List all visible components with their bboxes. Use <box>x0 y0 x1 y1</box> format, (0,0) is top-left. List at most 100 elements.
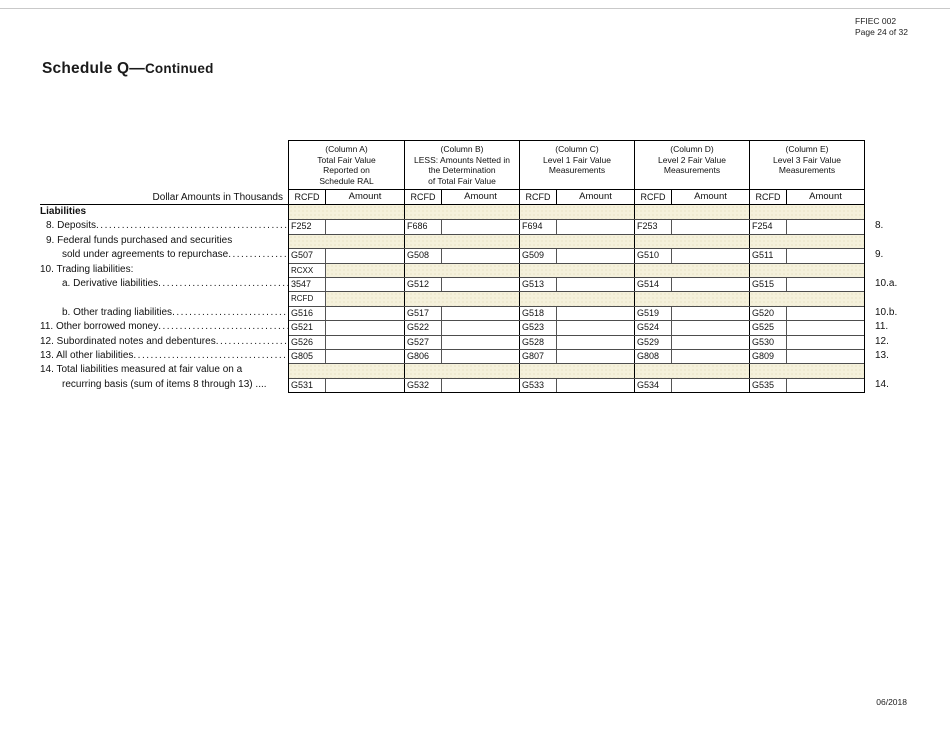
column-title-line: Schedule RAL <box>319 175 374 186</box>
amount-input[interactable] <box>326 321 404 334</box>
amount-input[interactable] <box>672 336 749 349</box>
page-top-rule <box>0 8 950 9</box>
data-cell: G508 <box>404 249 519 263</box>
amount-input[interactable] <box>787 249 864 262</box>
mdrm-code: G519 <box>635 306 672 321</box>
column-title-line: (Column D) <box>670 144 714 154</box>
shaded-cell <box>634 205 749 220</box>
amount-input[interactable] <box>557 307 634 320</box>
data-cell: F253 <box>634 220 749 234</box>
column-title-line: Level 2 Fair Value <box>658 154 726 165</box>
amount-input[interactable] <box>442 336 519 349</box>
schedule-name: Schedule Q— <box>42 60 145 77</box>
amount-input[interactable] <box>672 249 749 262</box>
column-title-line: (Column C) <box>555 144 599 154</box>
amount-input[interactable] <box>326 278 404 291</box>
row-label: a. Derivative liabilities...............… <box>40 277 288 291</box>
amount-header: Amount <box>694 191 727 202</box>
column-title-line: LESS: Amounts Netted in <box>414 154 510 165</box>
data-cell: G522 <box>404 321 519 335</box>
amount-input[interactable] <box>557 350 634 363</box>
amount-input[interactable] <box>787 321 864 334</box>
amount-input[interactable] <box>326 379 404 392</box>
row-label: 8. Deposits.............................… <box>40 219 288 233</box>
amount-input[interactable] <box>672 379 749 392</box>
table-row-codeband-4: RCXX <box>289 262 864 277</box>
shaded-cell <box>519 234 634 249</box>
column-title-line: Reported on <box>323 165 370 175</box>
amount-input[interactable] <box>557 379 634 392</box>
amount-input[interactable] <box>442 307 519 320</box>
shaded-amount <box>326 292 404 306</box>
column-headers: (Column A) Total Fair Value Reported on Sch… <box>288 140 865 205</box>
column-title-line: of Total Fair Value <box>428 175 496 186</box>
amount-input[interactable] <box>442 350 519 363</box>
column-header-c: (Column C) Level 1 Fair Value Measurements… <box>519 141 634 204</box>
data-cell: G532 <box>404 378 519 393</box>
mdrm-code: G524 <box>635 321 672 335</box>
column-title-line: Measurements <box>778 165 836 175</box>
amount-input[interactable] <box>672 220 749 233</box>
row-label-text: sold under agreements to repurchase <box>62 249 229 261</box>
amount-input[interactable] <box>787 307 864 320</box>
amount-input[interactable] <box>326 336 404 349</box>
column-subheader: RCFD Amount <box>289 189 404 204</box>
amount-input[interactable] <box>442 379 519 392</box>
amount-input[interactable] <box>672 307 749 320</box>
mdrm-code: G534 <box>635 378 672 393</box>
row-label-text: 10. Trading liabilities: <box>40 263 134 275</box>
amount-input[interactable] <box>787 336 864 349</box>
form-code: FFIEC 002 <box>855 16 897 26</box>
shaded-cell <box>404 205 519 220</box>
code-band-cell: RCXX <box>289 263 404 277</box>
code-band-cell: RCFD <box>289 292 404 306</box>
row-label: 10. Trading liabilities: <box>40 263 288 277</box>
amount-input[interactable] <box>672 321 749 334</box>
mdrm-code: F686 <box>405 220 442 234</box>
amount-input[interactable] <box>326 350 404 363</box>
row-label: 11. Other borrowed money ...............… <box>40 320 288 334</box>
mdrm-code: G526 <box>289 335 326 349</box>
row-label-text: 13. All other liabilities <box>40 350 134 361</box>
shaded-cell <box>519 205 634 220</box>
amount-input[interactable] <box>672 278 749 291</box>
amount-input[interactable] <box>787 350 864 363</box>
amount-input[interactable] <box>557 220 634 233</box>
row-label: 9. Federal funds purchased and securitie… <box>40 234 288 248</box>
item-number: 10.b. <box>875 306 898 318</box>
amount-input[interactable] <box>326 307 404 320</box>
amount-input[interactable] <box>787 278 864 291</box>
data-cell: G513 <box>519 277 634 292</box>
amount-input[interactable] <box>442 220 519 233</box>
page-number: Page 24 of 32 <box>855 27 908 37</box>
amount-input[interactable] <box>557 278 634 291</box>
dot-leader: ........................................… <box>228 249 288 261</box>
data-cell: G517 <box>404 306 519 321</box>
row-label-text: a. Derivative liabilities <box>62 278 159 289</box>
mdrm-code: G809 <box>750 349 787 364</box>
amount-input[interactable] <box>326 220 404 233</box>
reporting-basis-code: RCXX <box>289 263 326 277</box>
column-title-line: (Column E) <box>785 144 829 154</box>
dollar-amounts-note: Dollar Amounts in Thousands <box>40 190 288 205</box>
amount-input[interactable] <box>787 220 864 233</box>
mdrm-code: G535 <box>750 378 787 393</box>
data-cell: G526 <box>289 335 404 349</box>
data-cell: G514 <box>634 277 749 292</box>
column-title: (Column E) Level 3 Fair Value Measurements <box>750 141 864 189</box>
amount-input[interactable] <box>787 379 864 392</box>
amount-input[interactable] <box>557 249 634 262</box>
amount-input[interactable] <box>326 249 404 262</box>
amount-input[interactable] <box>442 321 519 334</box>
amount-input[interactable] <box>557 321 634 334</box>
amount-input[interactable] <box>557 336 634 349</box>
table-row-band-11 <box>289 363 864 378</box>
amount-input[interactable] <box>672 350 749 363</box>
mdrm-code: G529 <box>635 335 672 349</box>
amount-input[interactable] <box>442 249 519 262</box>
dot-leader: ........................................… <box>96 220 288 232</box>
page-title: Schedule Q—Continued <box>42 60 214 78</box>
amount-input[interactable] <box>442 278 519 291</box>
shaded-cell <box>404 292 519 306</box>
column-title: (Column A) Total Fair Value Reported on Sch… <box>289 141 404 189</box>
